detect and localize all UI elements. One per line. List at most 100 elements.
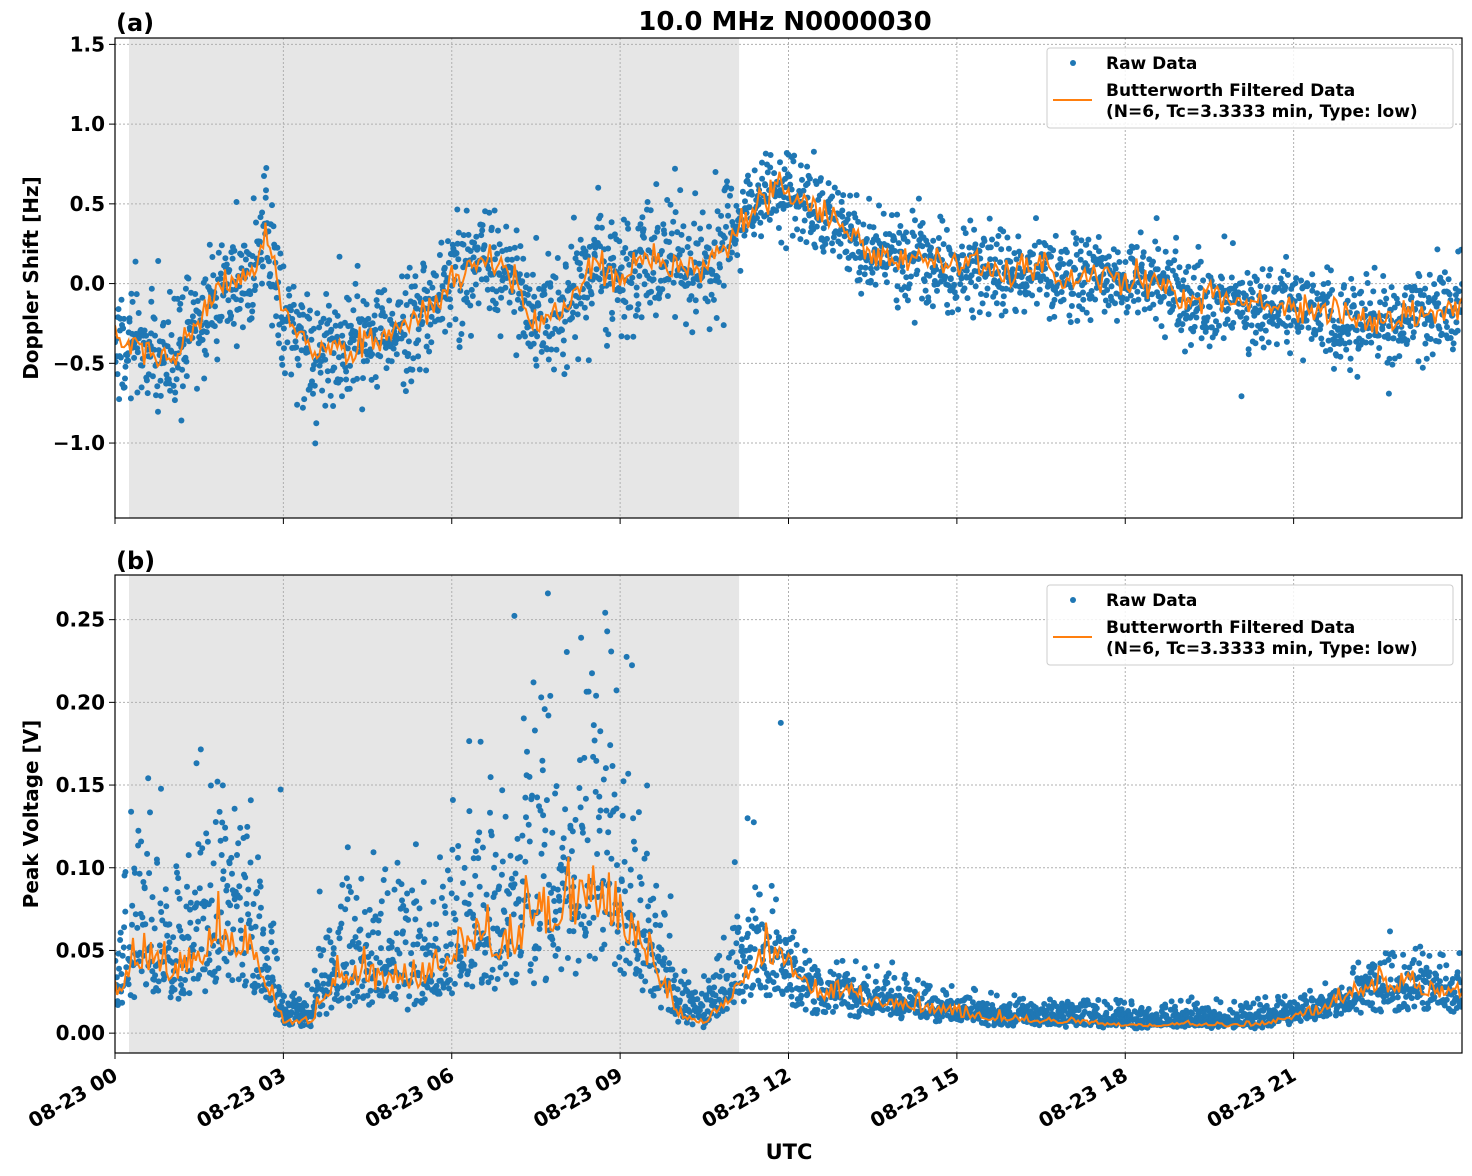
raw-data-point (408, 378, 414, 384)
raw-data-point (227, 902, 233, 908)
raw-data-point (845, 216, 851, 222)
raw-data-point (419, 991, 425, 997)
raw-data-point (650, 270, 656, 276)
raw-data-point (790, 233, 796, 239)
raw-data-point (515, 836, 521, 842)
raw-data-point (789, 994, 795, 1000)
raw-data-point (927, 983, 933, 989)
raw-data-point (142, 921, 148, 927)
raw-data-point (263, 165, 269, 171)
raw-data-point (895, 305, 901, 311)
raw-data-point (514, 255, 520, 261)
raw-data-point (1230, 240, 1236, 246)
raw-data-point (219, 852, 225, 858)
raw-data-point (1370, 288, 1376, 294)
raw-data-point (191, 942, 197, 948)
raw-data-point (577, 260, 583, 266)
raw-data-point (811, 999, 817, 1005)
legend-entry: Butterworth Filtered Data (1106, 81, 1355, 101)
raw-data-point (392, 887, 398, 893)
raw-data-point (1036, 239, 1042, 245)
raw-data-point (1001, 293, 1007, 299)
raw-data-point (343, 369, 349, 375)
raw-data-point (517, 854, 523, 860)
raw-data-point (616, 238, 622, 244)
raw-data-point (343, 377, 349, 383)
raw-data-point (625, 221, 631, 227)
chart-title: 10.0 MHz N0000030 (638, 7, 931, 37)
raw-data-point (518, 949, 524, 955)
raw-data-point (1057, 256, 1063, 262)
raw-data-point (480, 222, 486, 228)
raw-data-point (421, 264, 427, 270)
raw-data-point (1284, 339, 1290, 345)
raw-data-point (473, 848, 479, 854)
raw-data-point (577, 266, 583, 272)
raw-data-point (126, 981, 132, 987)
raw-data-point (1178, 327, 1184, 333)
raw-data-point (370, 320, 376, 326)
raw-data-point (526, 822, 532, 828)
raw-data-point (583, 315, 589, 321)
raw-data-point (600, 927, 606, 933)
raw-data-point (1192, 324, 1198, 330)
raw-data-point (203, 830, 209, 836)
raw-data-point (558, 966, 564, 972)
raw-data-point (1358, 289, 1364, 295)
raw-data-point (425, 333, 431, 339)
raw-data-point (216, 250, 222, 256)
raw-data-point (172, 390, 178, 396)
raw-data-point (1084, 310, 1090, 316)
raw-data-point (226, 972, 232, 978)
raw-data-point (880, 1007, 886, 1013)
raw-data-point (850, 977, 856, 983)
raw-data-point (638, 249, 644, 255)
raw-data-point (455, 855, 461, 861)
raw-data-point (777, 938, 783, 944)
raw-data-point (197, 885, 203, 891)
raw-data-point (210, 272, 216, 278)
raw-data-point (745, 815, 751, 821)
raw-data-point (133, 259, 139, 265)
raw-data-point (669, 967, 675, 973)
raw-data-point (1052, 297, 1058, 303)
raw-data-point (121, 924, 127, 930)
raw-data-point (255, 983, 261, 989)
raw-data-point (522, 333, 528, 339)
raw-data-point (173, 863, 179, 869)
raw-data-point (549, 331, 555, 337)
raw-data-point (225, 297, 231, 303)
raw-data-point (638, 973, 644, 979)
raw-data-point (998, 246, 1004, 252)
raw-data-point (635, 952, 641, 958)
raw-data-point (464, 982, 470, 988)
raw-data-point (304, 982, 310, 988)
raw-data-point (482, 950, 488, 956)
raw-data-point (1444, 324, 1450, 330)
raw-data-point (184, 884, 190, 890)
raw-data-point (536, 946, 542, 952)
raw-data-point (123, 964, 129, 970)
raw-data-point (690, 1021, 696, 1027)
raw-data-point (846, 211, 852, 217)
raw-data-point (417, 367, 423, 373)
raw-data-point (259, 210, 265, 216)
raw-data-point (670, 219, 676, 225)
raw-data-point (1376, 345, 1382, 351)
raw-data-point (1218, 999, 1224, 1005)
raw-data-point (1102, 309, 1108, 315)
raw-data-point (142, 328, 148, 334)
raw-data-point (489, 832, 495, 838)
raw-data-point (381, 287, 387, 293)
raw-data-point (373, 374, 379, 380)
raw-data-point (730, 949, 736, 955)
raw-data-point (1197, 285, 1203, 291)
raw-data-point (864, 236, 870, 242)
raw-data-point (919, 296, 925, 302)
raw-data-point (844, 971, 850, 977)
raw-data-point (1285, 315, 1291, 321)
raw-data-point (354, 293, 360, 299)
raw-data-point (829, 194, 835, 200)
raw-data-point (770, 908, 776, 914)
raw-data-point (128, 809, 134, 815)
